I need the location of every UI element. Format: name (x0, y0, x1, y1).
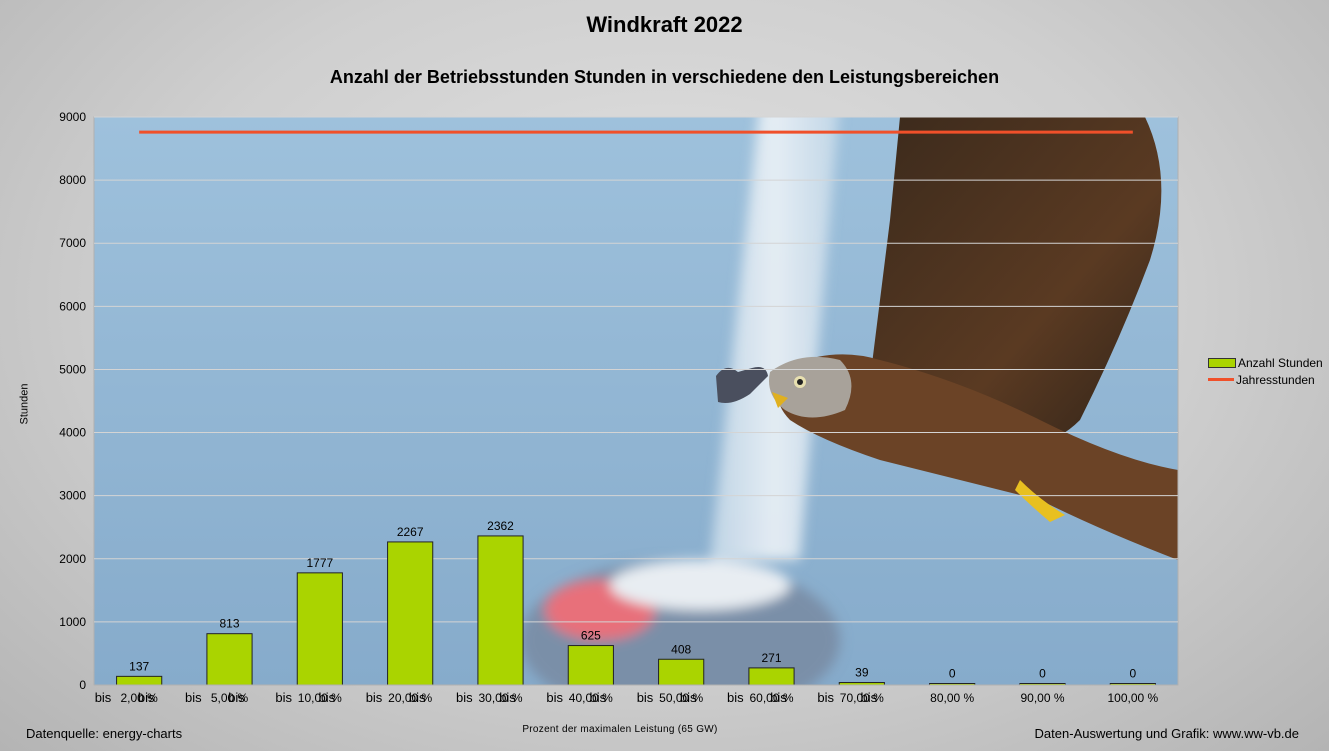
y-tick-label: 2000 (59, 552, 86, 566)
legend-label-bars: Anzahl Stunden (1238, 355, 1323, 370)
bar (116, 675, 163, 686)
bar (387, 541, 434, 686)
legend-swatch-bars (1208, 357, 1236, 368)
data-source-note: Datenquelle: energy-charts (26, 726, 183, 741)
bar-value-label: 137 (129, 659, 149, 673)
x-tick-label: 70,00 % (840, 691, 884, 705)
x-prefix-label: bis (228, 690, 245, 705)
bar-series: 137 813 1777 2267 2362 625 408 271 39 0 0 0 (116, 519, 1156, 686)
bar (206, 633, 253, 686)
bar-value-label: 0 (1129, 667, 1136, 681)
bar-value-label: 2362 (487, 519, 514, 533)
bird-image (716, 117, 1178, 560)
x-prefix-label: bis (637, 690, 654, 705)
bar-value-label: 0 (949, 667, 956, 681)
y-axis-title: Stunden (18, 383, 31, 425)
x-prefix-label: bis (319, 690, 336, 705)
y-tick-label: 7000 (59, 236, 86, 250)
x-tick-label: 80,00 % (930, 691, 974, 705)
bar (296, 572, 343, 686)
x-tick-label: 50,00 % (659, 691, 703, 705)
x-tick-label: 2,00 % (120, 691, 158, 705)
x-tick-label: 5,00 % (211, 691, 249, 705)
x-prefix-label: bis (590, 690, 607, 705)
bar-value-label: 625 (581, 629, 601, 643)
x-prefix-label: bis (817, 690, 834, 705)
chart-subtitle: Anzahl der Betriebsstunden Stunden in ve… (329, 67, 1000, 87)
x-tick-label: 60,00 % (749, 691, 793, 705)
legend-swatch-line (1208, 378, 1234, 381)
x-prefix-label: bis (409, 690, 426, 705)
bar-value-label: 271 (761, 651, 781, 665)
x-tick-label: 100,00 % (1107, 691, 1158, 705)
y-axis: 0 1000 2000 3000 4000 5000 6000 7000 8000 9000 (59, 110, 86, 692)
y-tick-label: 1000 (59, 615, 86, 629)
x-axis-title: Prozent der maximalen Leistung (65 GW) (522, 724, 718, 735)
x-prefix-label: bis (727, 690, 744, 705)
bar (477, 535, 524, 686)
y-tick-label: 5000 (59, 362, 86, 376)
x-prefix-label: bis (861, 690, 878, 705)
x-prefix-label: bis (95, 690, 112, 705)
x-prefix-label: bis (366, 690, 383, 705)
y-tick-label: 0 (79, 678, 86, 692)
legend-item-bars: Anzahl Stunden (1208, 354, 1323, 371)
bar-value-label: 1777 (306, 556, 333, 570)
credit-note: Daten-Auswertung und Grafik: www.ww-vb.d… (1034, 726, 1299, 741)
bar-value-label: 0 (1039, 667, 1046, 681)
x-prefix-label: bis (499, 690, 516, 705)
bar (748, 667, 795, 686)
x-prefix-label: bis (770, 690, 787, 705)
y-tick-label: 9000 (59, 110, 86, 124)
x-axis: 2,00 % 5,00 % 10,00 % 20,00 % 30,00 % 40,00 %… (94, 684, 1178, 705)
x-tick-label: 90,00 % (1020, 691, 1064, 705)
x-tick-label: 30,00 % (478, 691, 522, 705)
x-tick-label: 10,00 % (298, 691, 342, 705)
x-prefix-label: bis (680, 690, 697, 705)
x-prefix-label: bis (138, 690, 155, 705)
bar-value-label: 39 (855, 666, 869, 680)
legend: Anzahl Stunden Jahresstunden (1208, 354, 1323, 388)
bar-value-label: 2267 (397, 525, 424, 539)
y-tick-label: 4000 (59, 426, 86, 440)
y-tick-label: 6000 (59, 299, 86, 313)
x-prefix-label: bis (546, 690, 563, 705)
x-prefix-label: bis (456, 690, 473, 705)
x-prefix-label: bis (185, 690, 202, 705)
x-tick-label: 40,00 % (569, 691, 613, 705)
gridlines (94, 116, 1178, 623)
legend-label-line: Jahresstunden (1236, 372, 1315, 387)
bar (658, 658, 705, 686)
legend-item-line: Jahresstunden (1208, 371, 1323, 388)
background-photo (94, 117, 1178, 685)
y-tick-label: 3000 (59, 489, 86, 503)
bar (567, 645, 614, 686)
y-tick-label: 8000 (59, 173, 86, 187)
x-prefix-label: bis (275, 690, 292, 705)
bar-value-label: 408 (671, 642, 691, 656)
x-tick-label: 20,00 % (388, 691, 432, 705)
chart-title: Windkraft 2022 (586, 12, 743, 37)
bar-value-label: 813 (219, 617, 239, 631)
